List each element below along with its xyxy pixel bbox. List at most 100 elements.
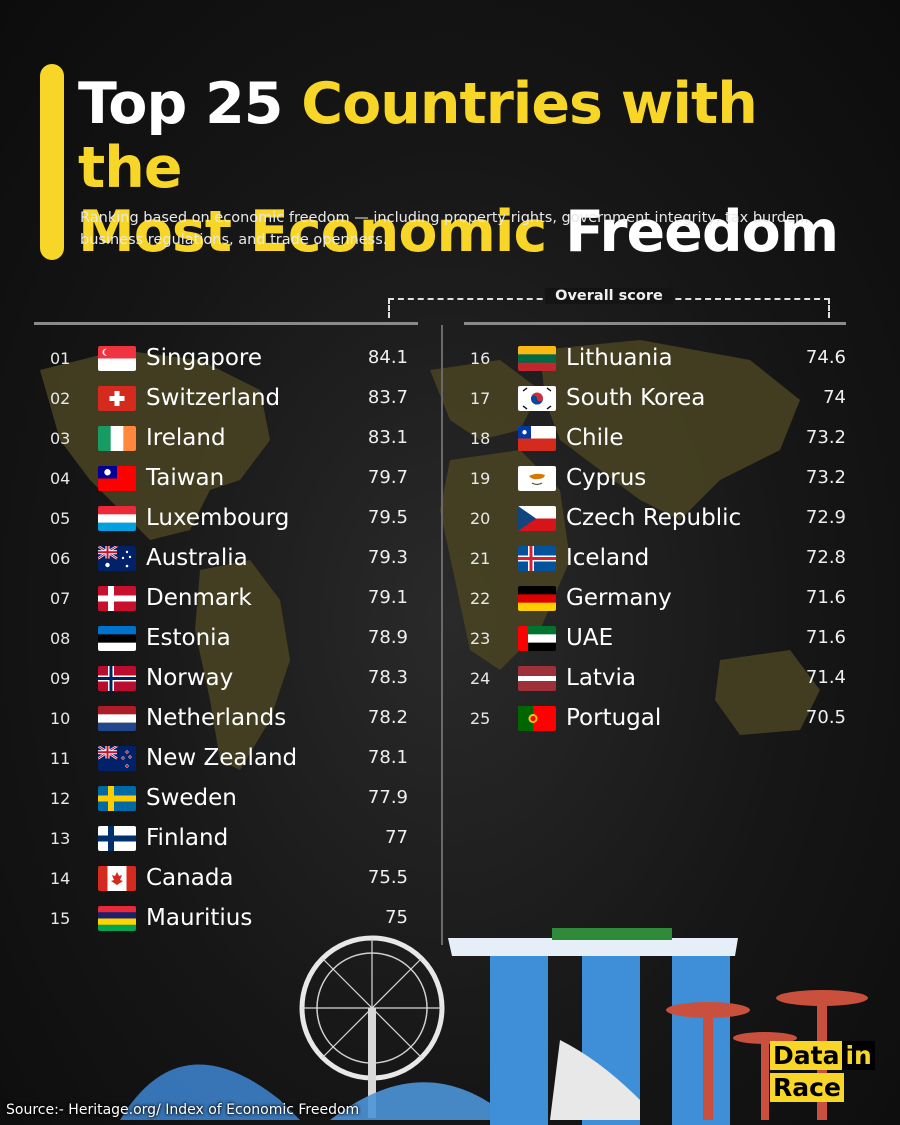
- table-row: 01 Singapore: [50, 338, 262, 378]
- table-row: 21 Iceland: [470, 538, 649, 578]
- rank-number: 20: [470, 508, 491, 528]
- country-name: Luxembourg: [146, 505, 290, 531]
- country-name: Taiwan: [146, 465, 225, 491]
- table-row: 04 Taiwan: [50, 458, 224, 498]
- score-value: 74.6: [805, 347, 846, 368]
- table-row: 20 Czech Republic: [470, 498, 741, 538]
- rank-number: 03: [50, 428, 71, 448]
- world-map-icon: [40, 340, 820, 770]
- singapore-skyline-icon: [120, 928, 868, 1125]
- table-row: 03 Ireland: [50, 418, 226, 458]
- score-value: 73.2: [805, 467, 846, 488]
- rank-number: 23: [470, 628, 491, 648]
- rank-number: 13: [50, 828, 71, 848]
- table-row: 14 Canada: [50, 858, 234, 898]
- score-value: 71.4: [805, 667, 846, 688]
- country-name: Mauritius: [146, 905, 253, 931]
- rank-number: 18: [470, 428, 491, 448]
- source-note: Source:- Heritage.org/ Index of Economic…: [6, 1102, 360, 1118]
- table-row: 02 Switzerland: [50, 378, 280, 418]
- country-name: Germany: [566, 585, 672, 611]
- logo-text-in: in: [842, 1041, 875, 1070]
- rank-number: 14: [50, 868, 71, 888]
- rank-number: 05: [50, 508, 71, 528]
- country-name: Lithuania: [566, 345, 673, 371]
- country-name: South Korea: [566, 385, 706, 411]
- rank-number: 02: [50, 388, 71, 408]
- sweden-flag-icon: [98, 785, 136, 811]
- table-row: 18 Chile: [470, 418, 624, 458]
- new-zealand-flag-icon: [98, 745, 136, 771]
- table-row: 13 Finland: [50, 818, 228, 858]
- table-row: 24 Latvia: [470, 658, 636, 698]
- estonia-flag-icon: [98, 625, 136, 651]
- score-value: 78.2: [367, 707, 408, 728]
- country-name: Latvia: [566, 665, 637, 691]
- rank-number: 24: [470, 668, 491, 688]
- logo-text-race: Race: [770, 1073, 844, 1102]
- title-accent-bar: [40, 64, 64, 260]
- score-value: 79.7: [367, 467, 408, 488]
- portugal-flag-icon: [518, 705, 556, 731]
- table-row: 12 Sweden: [50, 778, 237, 818]
- latvia-flag-icon: [518, 665, 556, 691]
- chile-flag-icon: [518, 425, 556, 451]
- page-title: Top 25 Countries with the Most Economic …: [78, 72, 878, 264]
- title-part-4: Freedom: [546, 199, 839, 265]
- country-name: Portugal: [566, 705, 662, 731]
- country-name: Australia: [146, 545, 248, 571]
- norway-flag-icon: [98, 665, 136, 691]
- score-value: 74: [823, 387, 846, 408]
- table-row: 15 Mauritius: [50, 898, 252, 938]
- netherlands-flag-icon: [98, 705, 136, 731]
- table-row: 09 Norway: [50, 658, 233, 698]
- score-value: 79.1: [367, 587, 408, 608]
- country-name: Canada: [146, 865, 234, 891]
- taiwan-flag-icon: [98, 465, 136, 491]
- score-value: 84.1: [367, 347, 408, 368]
- score-value: 72.8: [805, 547, 846, 568]
- rank-number: 08: [50, 628, 71, 648]
- ireland-flag-icon: [98, 425, 136, 451]
- table-row: 11 New Zealand: [50, 738, 297, 778]
- luxembourg-flag-icon: [98, 505, 136, 531]
- rank-number: 07: [50, 588, 71, 608]
- score-value: 75.5: [367, 867, 408, 888]
- country-name: Czech Republic: [566, 505, 742, 531]
- table-row: 16 Lithuania: [470, 338, 673, 378]
- rank-number: 21: [470, 548, 491, 568]
- table-row: 25 Portugal: [470, 698, 661, 738]
- rank-number: 22: [470, 588, 491, 608]
- title-part-2: Countries with the: [78, 71, 758, 201]
- rank-number: 16: [470, 348, 491, 368]
- rank-number: 19: [470, 468, 491, 488]
- table-row: 07 Denmark: [50, 578, 252, 618]
- table-row: 05 Luxembourg: [50, 498, 289, 538]
- australia-flag-icon: [98, 545, 136, 571]
- table-row: 08 Estonia: [50, 618, 231, 658]
- score-value: 70.5: [805, 707, 846, 728]
- score-value: 77: [385, 827, 408, 848]
- title-part-1: Top 25: [78, 71, 302, 137]
- score-value: 71.6: [805, 587, 846, 608]
- rank-number: 01: [50, 348, 71, 368]
- overall-score-header: Overall score: [388, 288, 830, 322]
- rank-number: 15: [50, 908, 71, 928]
- south-korea-flag-icon: [518, 385, 556, 411]
- country-name: Estonia: [146, 625, 231, 651]
- country-name: Cyprus: [566, 465, 647, 491]
- score-value: 83.1: [367, 427, 408, 448]
- left-column-rule: [34, 322, 418, 325]
- cyprus-flag-icon: [518, 465, 556, 491]
- country-name: Switzerland: [146, 385, 281, 411]
- country-name: Denmark: [146, 585, 252, 611]
- table-row: 23 UAE: [470, 618, 613, 658]
- rank-number: 04: [50, 468, 71, 488]
- country-name: Chile: [566, 425, 624, 451]
- table-row: 22 Germany: [470, 578, 672, 618]
- switzerland-flag-icon: [98, 385, 136, 411]
- score-value: 78.3: [367, 667, 408, 688]
- czech-republic-flag-icon: [518, 505, 556, 531]
- score-value: 73.2: [805, 427, 846, 448]
- table-row: 17 South Korea: [470, 378, 705, 418]
